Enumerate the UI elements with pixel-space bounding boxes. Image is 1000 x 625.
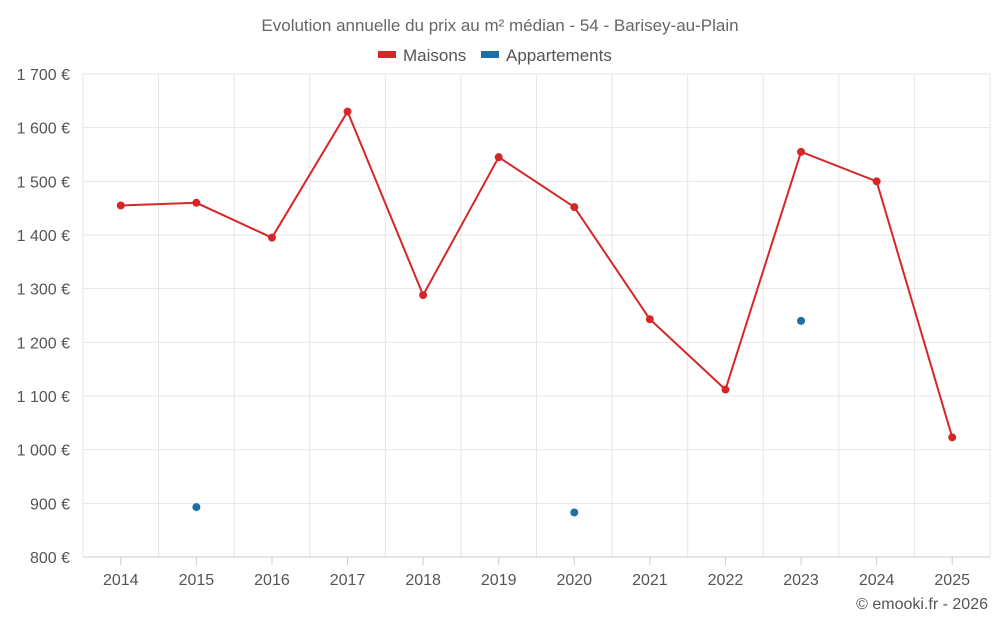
data-point-appartements[interactable] xyxy=(192,503,201,512)
x-tick-label: 2025 xyxy=(934,572,970,589)
y-tick-label: 1 200 € xyxy=(17,335,70,352)
data-point-maisons[interactable] xyxy=(721,385,730,394)
data-point-maisons[interactable] xyxy=(645,315,654,324)
data-point-maisons[interactable] xyxy=(948,433,957,442)
legend-label-appartements[interactable]: Appartements xyxy=(506,46,612,65)
credit-text: © emooki.fr - 2026 xyxy=(856,596,988,613)
x-tick-label: 2023 xyxy=(783,572,819,589)
data-point-maisons[interactable] xyxy=(872,177,881,186)
legend-swatch-maisons xyxy=(378,51,396,58)
x-tick-label: 2017 xyxy=(330,572,366,589)
x-tick-label: 2020 xyxy=(556,572,592,589)
x-tick-label: 2018 xyxy=(405,572,441,589)
data-point-maisons[interactable] xyxy=(797,147,806,156)
data-point-maisons[interactable] xyxy=(419,291,428,300)
series-layer xyxy=(116,107,957,517)
x-tick-label: 2019 xyxy=(481,572,517,589)
x-gridlines xyxy=(82,74,991,557)
x-tick-label: 2022 xyxy=(708,572,744,589)
data-point-appartements[interactable] xyxy=(797,316,806,325)
y-tick-label: 1 500 € xyxy=(17,174,70,191)
y-axis-ticks: 800 € 900 € 1 000 € 1 100 € 1 200 € 1 300 € 1 … xyxy=(17,67,70,567)
x-tick-label: 2015 xyxy=(179,572,215,589)
y-tick-label: 1 100 € xyxy=(17,389,70,406)
x-tick-label: 2016 xyxy=(254,572,290,589)
y-tick-label: 900 € xyxy=(30,496,70,513)
legend-label-maisons[interactable]: Maisons xyxy=(403,46,466,65)
data-point-maisons[interactable] xyxy=(192,198,201,207)
legend: Maisons Appartements xyxy=(378,46,612,65)
x-tick-label: 2014 xyxy=(103,572,139,589)
y-tick-label: 1 700 € xyxy=(17,67,70,84)
data-point-maisons[interactable] xyxy=(570,203,579,212)
data-point-maisons[interactable] xyxy=(494,153,503,162)
data-point-maisons[interactable] xyxy=(267,233,276,242)
y-tick-label: 1 600 € xyxy=(17,121,70,138)
legend-swatch-appartements xyxy=(481,51,499,58)
y-tick-label: 800 € xyxy=(30,550,70,567)
data-point-maisons[interactable] xyxy=(116,201,125,210)
chart-title: Evolution annuelle du prix au m² médian … xyxy=(261,16,738,35)
data-point-appartements[interactable] xyxy=(570,508,579,517)
x-tick-label: 2021 xyxy=(632,572,668,589)
x-tick-label: 2024 xyxy=(859,572,895,589)
y-tick-label: 1 000 € xyxy=(17,443,70,460)
x-axis-ticks: 2014 2015 2016 2017 2018 2019 2020 2021 2022 2023… xyxy=(103,557,970,589)
y-tick-label: 1 300 € xyxy=(17,282,70,299)
y-tick-label: 1 400 € xyxy=(17,228,70,245)
data-point-maisons[interactable] xyxy=(343,107,352,116)
series-line-maisons xyxy=(120,109,954,438)
